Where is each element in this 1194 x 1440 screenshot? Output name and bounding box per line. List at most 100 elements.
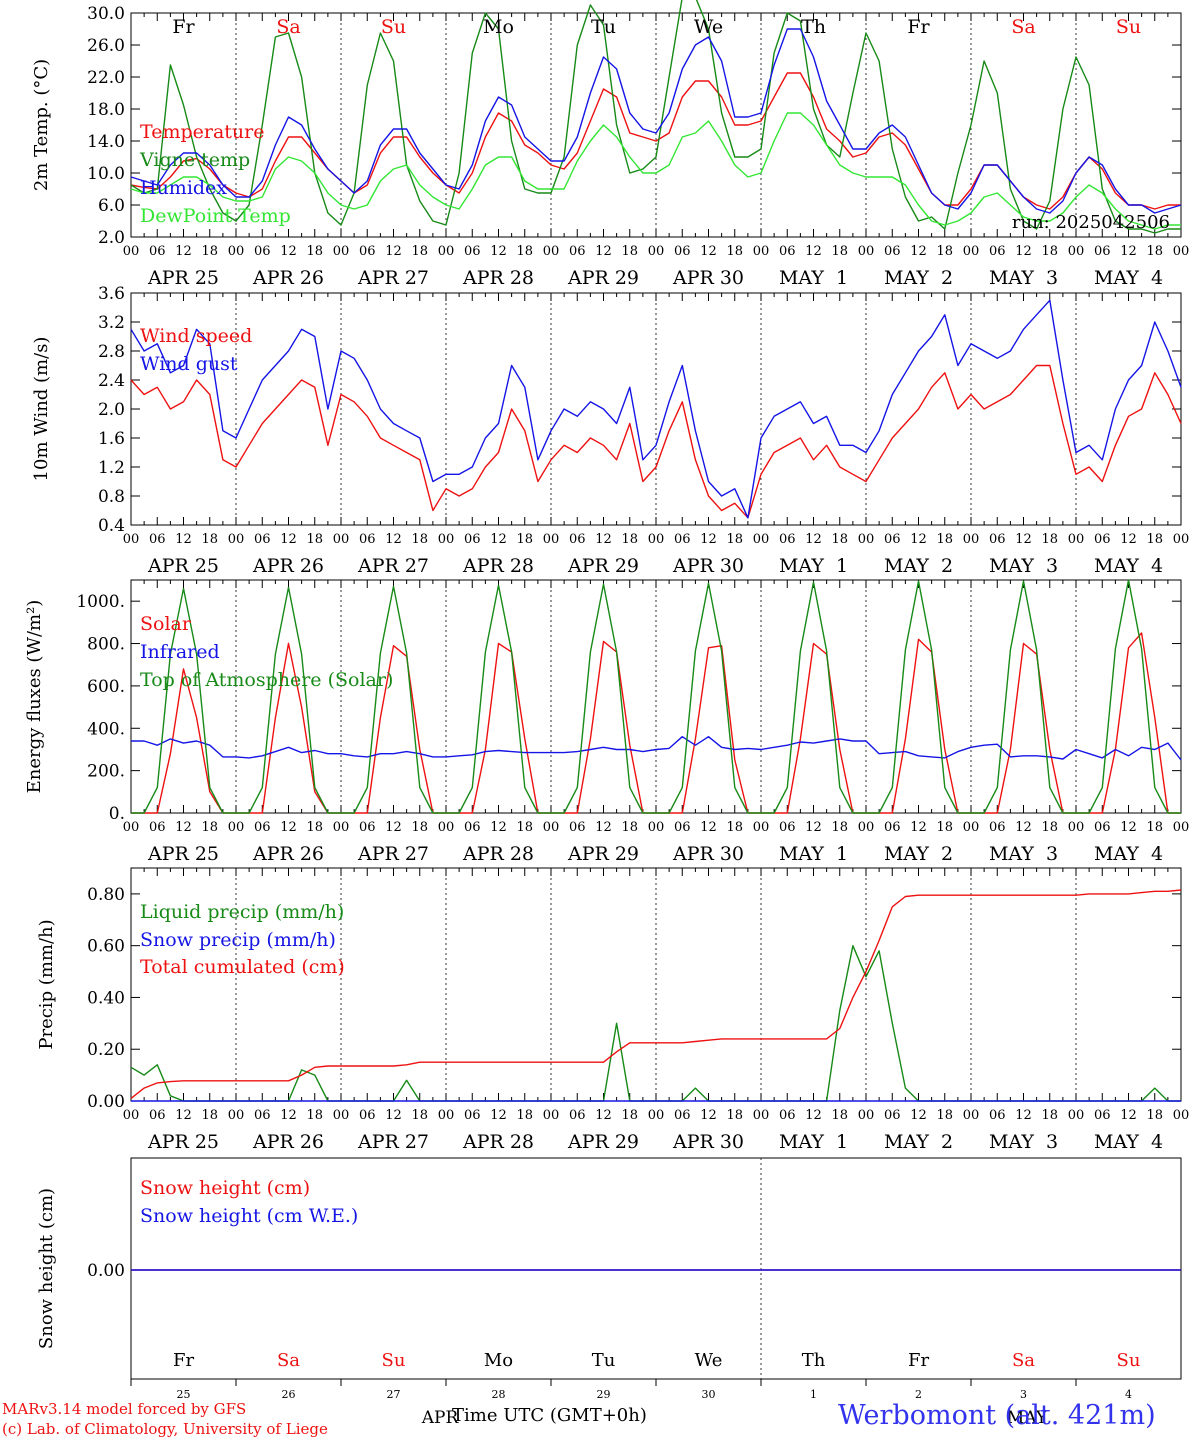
date-label: MAY 3 <box>989 555 1058 577</box>
hour-tick-label: 18 <box>201 244 218 259</box>
snow-weekday-label: Sa <box>277 1350 300 1371</box>
precip-y-tick-label: 0.40 <box>87 988 125 1008</box>
hour-tick-label: 12 <box>280 1108 297 1123</box>
hour-tick-label: 18 <box>831 820 848 835</box>
hour-tick-label: 06 <box>884 1108 901 1123</box>
legend-infrared: Infrared <box>140 641 220 663</box>
temperature-y-tick-label: 14.0 <box>87 132 125 152</box>
weekday-label: Mo <box>483 16 514 38</box>
hour-tick-label: 00 <box>543 1108 560 1123</box>
hour-tick-label: 18 <box>621 532 638 547</box>
energy-y-tick-label: 800. <box>87 635 125 655</box>
hour-tick-label: 18 <box>411 532 428 547</box>
hour-tick-label: 18 <box>306 820 323 835</box>
hour-tick-label: 06 <box>149 244 166 259</box>
hour-tick-label: 18 <box>1146 1108 1163 1123</box>
legend-solar: Solar <box>140 613 192 635</box>
snow-weekday-label: Th <box>802 1350 826 1371</box>
snow-weekday-label: Fr <box>908 1350 929 1371</box>
hour-tick-label: 06 <box>674 532 691 547</box>
hour-tick-label: 00 <box>963 1108 980 1123</box>
hour-tick-label: 06 <box>464 244 481 259</box>
hour-tick-label: 18 <box>1041 820 1058 835</box>
date-label: APR 26 <box>252 555 324 577</box>
hour-tick-label: 00 <box>753 532 770 547</box>
hour-tick-label: 00 <box>228 244 245 259</box>
hour-tick-label: 18 <box>201 532 218 547</box>
hour-tick-label: 00 <box>648 1108 665 1123</box>
hour-tick-label: 00 <box>648 532 665 547</box>
legend-humidex: Humidex <box>140 177 227 199</box>
wind-y-tick-label: 3.6 <box>98 284 125 304</box>
hour-tick-label: 12 <box>1015 1108 1032 1123</box>
weekday-label: Su <box>381 16 406 38</box>
energy-y-tick-label: 0. <box>109 804 125 824</box>
hour-tick-label: 00 <box>753 244 770 259</box>
hour-tick-label: 12 <box>805 820 822 835</box>
temperature-y-tick-label: 10.0 <box>87 164 125 184</box>
date-label: APR 26 <box>252 843 324 865</box>
snow-y-tick-label: 0.00 <box>87 1261 125 1281</box>
hour-tick-label: 00 <box>1068 244 1085 259</box>
precip-y-axis-title: Precip (mm/h) <box>36 919 57 1049</box>
hour-tick-label: 00 <box>1173 1108 1190 1123</box>
hour-tick-label: 00 <box>438 244 455 259</box>
hour-tick-label: 06 <box>149 820 166 835</box>
hour-tick-label: 00 <box>333 820 350 835</box>
weekday-label: We <box>694 16 723 38</box>
date-label: MAY 3 <box>989 843 1058 865</box>
hour-tick-label: 06 <box>464 820 481 835</box>
hour-tick-label: 18 <box>936 532 953 547</box>
hour-tick-label: 00 <box>858 1108 875 1123</box>
hour-tick-label: 00 <box>543 820 560 835</box>
series-wind-speed <box>130 364 1182 519</box>
hour-tick-label: 12 <box>595 244 612 259</box>
date-label: MAY 4 <box>1094 1131 1163 1153</box>
hour-tick-label: 12 <box>175 820 192 835</box>
day-number-label: 27 <box>387 1388 401 1401</box>
hour-tick-label: 18 <box>1146 820 1163 835</box>
temperature-y-tick-label: 22.0 <box>87 68 125 88</box>
wind-y-tick-label: 3.2 <box>98 313 125 333</box>
hour-tick-label: 00 <box>228 820 245 835</box>
precip-y-tick-label: 0.20 <box>87 1040 125 1060</box>
date-label: APR 28 <box>462 1131 534 1153</box>
hour-tick-label: 00 <box>543 532 560 547</box>
date-label: APR 26 <box>252 1131 324 1153</box>
hour-tick-label: 06 <box>359 532 376 547</box>
hour-tick-label: 18 <box>621 820 638 835</box>
hour-tick-label: 12 <box>910 1108 927 1123</box>
weekday-label: Su <box>1116 16 1141 38</box>
energy-y-tick-label: 600. <box>87 677 125 697</box>
hour-tick-label: 06 <box>569 532 586 547</box>
hour-tick-label: 12 <box>700 820 717 835</box>
hour-tick-label: 12 <box>175 532 192 547</box>
date-label: APR 25 <box>147 1131 219 1153</box>
month-label-apr: APR <box>421 1408 460 1428</box>
hour-tick-label: 00 <box>438 532 455 547</box>
hour-tick-label: 00 <box>123 532 140 547</box>
hour-tick-label: 00 <box>963 244 980 259</box>
date-label: MAY 1 <box>779 555 848 577</box>
snow-weekday-label: Su <box>1117 1350 1141 1371</box>
hour-tick-label: 00 <box>1068 820 1085 835</box>
hour-tick-label: 06 <box>989 820 1006 835</box>
hour-tick-label: 00 <box>648 820 665 835</box>
hour-tick-label: 18 <box>306 1108 323 1123</box>
hour-tick-label: 12 <box>280 244 297 259</box>
hour-tick-label: 06 <box>1094 1108 1111 1123</box>
hour-tick-label: 12 <box>490 820 507 835</box>
hour-tick-label: 18 <box>1146 532 1163 547</box>
hour-tick-label: 12 <box>490 1108 507 1123</box>
hour-tick-label: 18 <box>1146 244 1163 259</box>
date-label: APR 28 <box>462 555 534 577</box>
hour-tick-label: 06 <box>464 532 481 547</box>
date-label: APR 28 <box>462 843 534 865</box>
hour-tick-label: 00 <box>753 1108 770 1123</box>
snow-weekday-label: Su <box>382 1350 406 1371</box>
hour-tick-label: 12 <box>280 532 297 547</box>
hour-tick-label: 06 <box>674 244 691 259</box>
snow-weekday-label: We <box>695 1350 723 1371</box>
hour-tick-label: 12 <box>595 820 612 835</box>
hour-tick-label: 06 <box>674 1108 691 1123</box>
